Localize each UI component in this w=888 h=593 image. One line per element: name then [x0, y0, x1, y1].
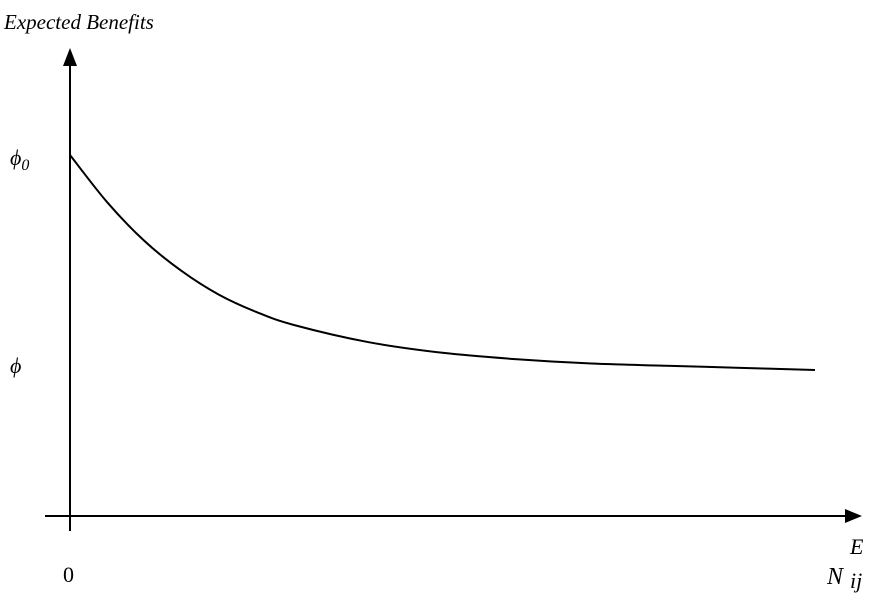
x-axis-title-subscript: ij: [850, 568, 862, 593]
x-axis-title-superscript: E: [849, 534, 864, 559]
x-origin-label: 0: [63, 562, 74, 587]
y-tick-label-phi: ϕ: [10, 353, 21, 378]
x-axis-arrow: [845, 509, 862, 523]
y-axis-arrow: [63, 48, 77, 66]
x-axis-title: N: [826, 564, 845, 590]
y-tick-label-phi0: ϕ0: [10, 145, 29, 174]
y-axis-title: Expected Benefits: [3, 10, 154, 34]
series-line: [69, 154, 816, 371]
